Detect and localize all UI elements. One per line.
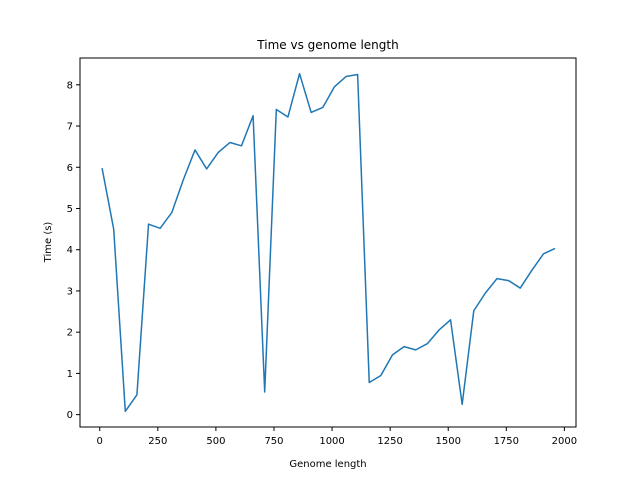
x-tick-label: 2000 (552, 436, 577, 447)
x-axis: 0 250 500 750 1000 1250 1500 1750 2000 (97, 427, 577, 447)
y-tick-label: 2 (67, 328, 73, 339)
y-tick-label: 8 (67, 80, 73, 91)
y-axis-label: Time (s) (43, 222, 54, 264)
plot-area (101, 72, 556, 413)
x-tick-label: 1250 (377, 436, 402, 447)
y-tick-label: 1 (67, 369, 73, 380)
x-tick-label: 1000 (319, 436, 344, 447)
chart-title: Time vs genome length (256, 38, 398, 52)
x-tick-label: 250 (148, 436, 167, 447)
x-tick-label: 0 (97, 436, 103, 447)
y-tick-label: 0 (67, 410, 73, 421)
y-tick-label: 3 (67, 286, 73, 297)
x-tick-label: 1750 (494, 436, 519, 447)
y-tick-label: 6 (67, 163, 73, 174)
axes-frame (79, 57, 577, 428)
y-tick-label: 5 (67, 204, 73, 215)
x-tick-label: 500 (206, 436, 225, 447)
y-tick-label: 4 (67, 245, 73, 256)
y-axis: 0 1 2 3 4 5 6 7 8 (67, 80, 80, 421)
series-line (101, 72, 556, 413)
x-axis-label: Genome length (289, 459, 366, 470)
y-tick-label: 7 (67, 122, 73, 133)
x-tick-label: 1500 (435, 436, 460, 447)
x-tick-label: 750 (264, 436, 283, 447)
